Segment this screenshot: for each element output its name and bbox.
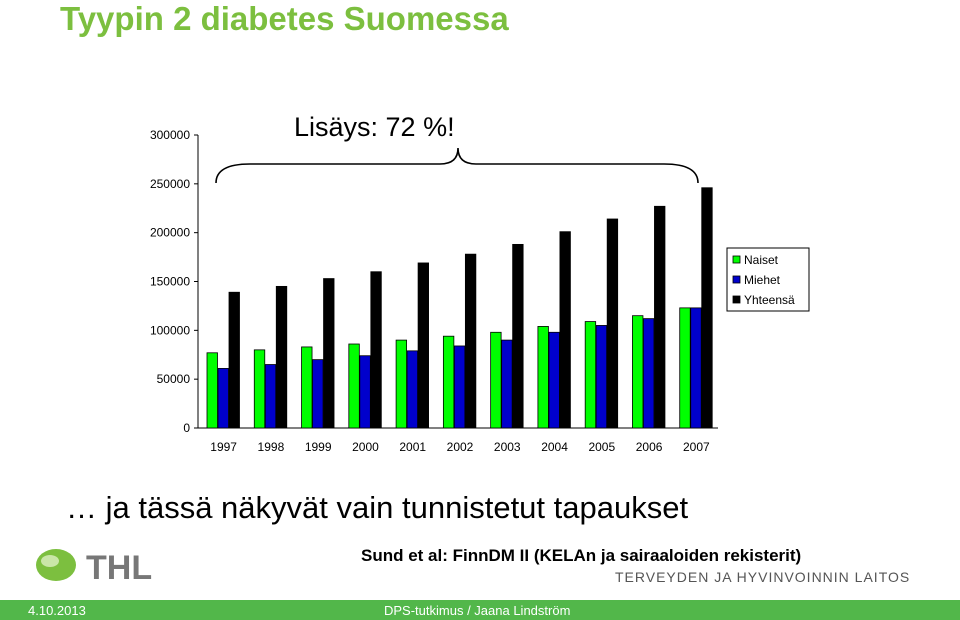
bar-naiset-2000 [348,343,360,429]
x-tick-label: 2003 [494,440,521,454]
bar-naiset-2003 [490,331,502,429]
x-tick-label: 1999 [305,440,332,454]
bar-naiset-2001 [395,339,407,429]
y-tick-label: 200000 [150,226,190,240]
chart-legend: Naiset Miehet Yhteensä [726,247,810,312]
bar-naiset-2005 [584,321,597,429]
y-tick-labels: 0 50000 100000 150000 200000 250000 300000 [150,128,190,435]
bar-miehet-2005 [595,325,608,429]
thl-logo: THL [36,549,152,587]
legend-label: Miehet [744,273,781,287]
y-tick-label: 150000 [150,275,190,289]
organization-name: TERVEYDEN JA HYVINVOINNIN LAITOS [615,569,911,585]
legend-swatch [732,275,741,284]
x-tick-label: 2005 [588,440,615,454]
bar-miehet-1999 [312,359,324,429]
footer-credit: DPS-tutkimus / Jaana Lindström [384,603,571,618]
bar-yhteensä-2001 [417,262,429,429]
chart-bars [206,187,713,429]
bar-yhteensä-2003 [512,243,524,429]
source-citation: Sund et al: FinnDM II (KELAn ja sairaalo… [361,546,802,565]
slide-title: Tyypin 2 diabetes Suomessa [60,0,509,37]
logo-leaf-highlight [41,555,59,567]
x-tick-labels: 1997 1998 1999 2000 2001 2002 2003 2004 2005 2006… [210,440,710,454]
slide-caption: … ja tässä näkyvät vain tunnistetut tapa… [66,490,689,525]
bar-yhteensä-2007 [701,187,713,429]
bar-naiset-1999 [301,346,313,429]
logo-text: THL [86,549,152,587]
bar-naiset-1998 [253,349,266,429]
bar-miehet-1998 [264,364,277,429]
y-tick-label: 50000 [157,372,191,386]
bar-yhteensä-2004 [559,231,571,429]
footer-bar: 4.10.2013 DPS-tutkimus / Jaana Lindström [0,600,960,620]
bar-naiset-2006 [632,315,644,429]
chart-annotation: Lisäys: 72 %! [294,112,455,142]
x-tick-label: 2006 [636,440,663,454]
x-tick-label: 2000 [352,440,379,454]
bar-miehet-2002 [453,345,466,429]
y-tick-label: 250000 [150,177,190,191]
y-tick-label: 300000 [150,128,190,142]
increase-brace [215,147,699,184]
footer-date: 4.10.2013 [28,603,86,618]
bar-miehet-2004 [548,331,560,429]
bar-naiset-2004 [537,326,549,429]
legend-frame [726,247,810,312]
x-tick-label: 1997 [210,440,237,454]
x-tick-label: 2002 [447,440,474,454]
legend-label: Yhteensä [744,293,795,307]
bar-miehet-2003 [501,339,513,429]
bar-miehet-2000 [359,355,371,429]
x-tick-label: 2007 [683,440,710,454]
y-tick-label: 100000 [150,323,190,337]
bar-miehet-2001 [406,350,418,429]
legend-swatch [732,255,741,264]
y-tick-label: 0 [183,421,190,435]
bar-yhteensä-2000 [370,271,382,429]
bar-naiset-1997 [206,352,218,429]
x-tick-label: 1998 [258,440,285,454]
bar-yhteensä-2005 [606,218,619,429]
bar-naiset-2002 [442,335,455,429]
bar-miehet-2006 [643,318,655,429]
bar-yhteensä-1997 [228,291,240,429]
bar-miehet-2007 [690,307,702,429]
x-tick-label: 2001 [399,440,426,454]
bar-yhteensä-1999 [323,278,335,429]
bar-naiset-2007 [679,307,691,429]
legend-label: Naiset [744,253,779,267]
bar-miehet-1997 [217,368,229,429]
bar-yhteensä-2002 [464,253,477,429]
bar-yhteensä-2006 [654,205,666,429]
x-tick-label: 2004 [541,440,568,454]
legend-swatch [732,295,741,304]
bar-yhteensä-1998 [275,285,288,429]
bar-chart: 1997 1998 1999 2000 2001 2002 2003 2004 2005 2006… [150,112,810,454]
